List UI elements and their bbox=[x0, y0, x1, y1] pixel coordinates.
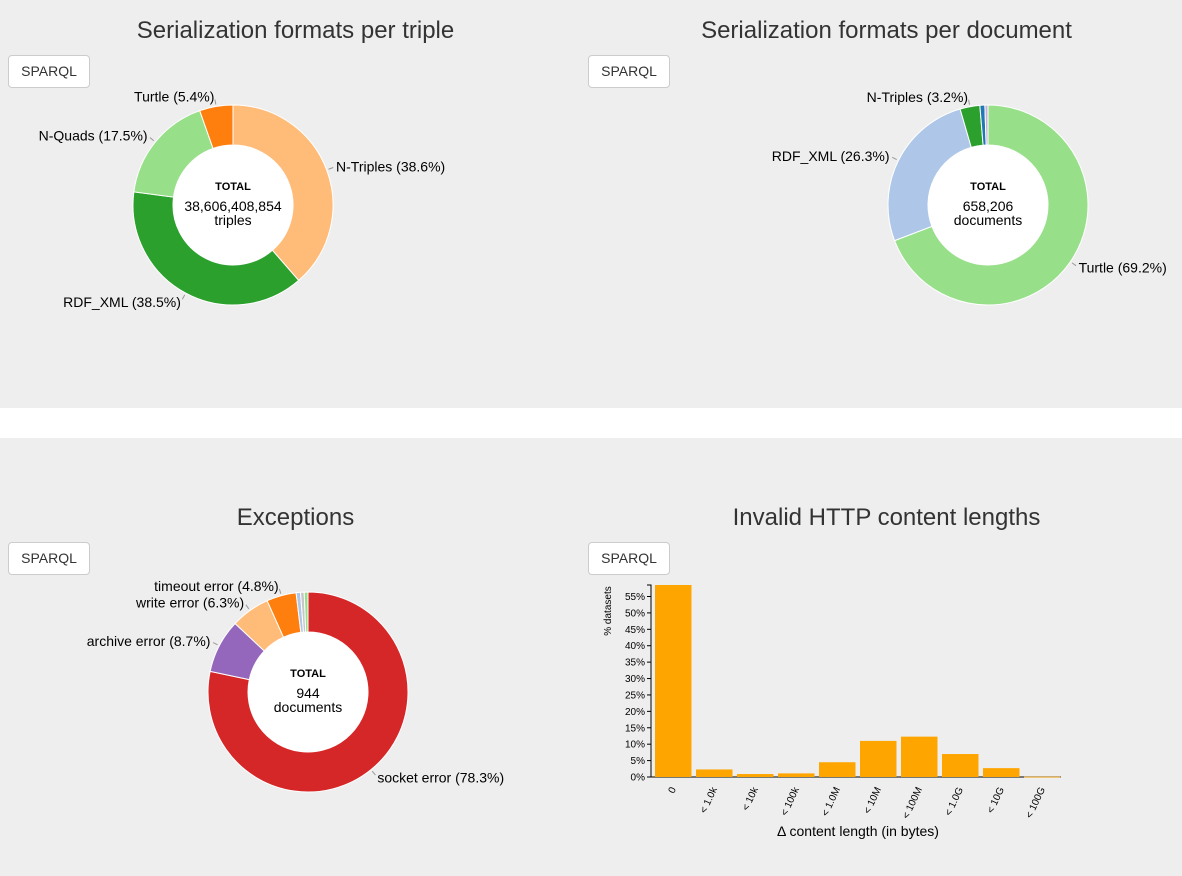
y-axis bbox=[647, 584, 652, 778]
bar[interactable] bbox=[737, 774, 774, 777]
y-tick-label: 25% bbox=[625, 690, 645, 701]
bar[interactable] bbox=[983, 768, 1020, 777]
donut-center bbox=[248, 632, 368, 752]
bar[interactable] bbox=[819, 762, 856, 777]
y-tick-label: 40% bbox=[625, 641, 645, 652]
panel-triples: Serialization formats per triple SPARQL … bbox=[0, 0, 591, 408]
sparql-button[interactable]: SPARQL bbox=[588, 55, 670, 88]
slice-label: N-Triples (38.6%) bbox=[336, 158, 445, 174]
donut-chart-triples: N-Triples (38.6%) RDF_XML (38.5%) N-Quads … bbox=[39, 89, 446, 310]
chart-title: Invalid HTTP content lengths bbox=[732, 504, 1041, 531]
bar[interactable] bbox=[901, 736, 938, 777]
donut-chart-documents: Turtle (69.2%) RDF_XML (26.3%) N-Triples (… bbox=[772, 89, 1167, 306]
chart-title: Exceptions bbox=[236, 504, 355, 531]
sparql-button[interactable]: SPARQL bbox=[8, 55, 90, 88]
x-tick-label: < 1.0G bbox=[943, 785, 966, 817]
center-total-label: TOTAL bbox=[290, 668, 326, 680]
slice-label: archive error (8.7%) bbox=[87, 633, 211, 649]
center-total-value: 38,606,408,854 bbox=[184, 198, 282, 214]
slice-leader-line bbox=[968, 99, 971, 105]
donut-chart-exceptions: socket error (78.3%) archive error (8.7%)… bbox=[87, 578, 504, 793]
x-tick-label: < 100k bbox=[779, 785, 802, 818]
x-axis-label: Δ content length (in bytes) bbox=[777, 823, 939, 839]
slice-leader-line bbox=[1071, 262, 1077, 267]
x-tick-label: < 1.0M bbox=[820, 786, 843, 819]
sparql-button[interactable]: SPARQL bbox=[8, 542, 90, 575]
donut-center bbox=[173, 145, 293, 265]
slice-leader-line bbox=[278, 588, 282, 594]
center-total-value: 944 bbox=[296, 685, 320, 701]
y-tick-label: 10% bbox=[625, 740, 645, 751]
slice-leader-line bbox=[181, 294, 186, 300]
slice-label: socket error (78.3%) bbox=[377, 769, 504, 785]
center-total-unit: documents bbox=[954, 212, 1022, 228]
y-tick-label: 55% bbox=[625, 592, 645, 603]
center-total-unit: triples bbox=[214, 212, 251, 228]
y-tick-label: 50% bbox=[625, 608, 645, 619]
x-tick-label: < 100G bbox=[1024, 785, 1048, 820]
chart-title: Serialization formats per triple bbox=[136, 17, 455, 44]
slice-leader-line bbox=[212, 642, 218, 646]
y-tick-label: 15% bbox=[625, 723, 645, 734]
x-tick-label: < 10M bbox=[862, 786, 884, 816]
slice-label: timeout error (4.8%) bbox=[154, 578, 278, 594]
center-total-unit: documents bbox=[274, 699, 342, 715]
panel-documents: Serialization formats per document SPARQ… bbox=[588, 0, 1182, 408]
x-tick-label: < 10k bbox=[741, 785, 762, 813]
slice-label: RDF_XML (26.3%) bbox=[772, 148, 890, 164]
slice-label: N-Triples (3.2%) bbox=[867, 89, 968, 105]
center-total-value: 658,206 bbox=[963, 198, 1014, 214]
slice-leader-line bbox=[214, 99, 217, 105]
y-tick-label: 35% bbox=[625, 658, 645, 669]
chart-title: Serialization formats per document bbox=[701, 17, 1072, 44]
slice-label: Turtle (69.2%) bbox=[1079, 259, 1167, 275]
x-tick-label: < 1.0k bbox=[698, 785, 720, 815]
bar-chart-content-lengths: 0% 5% 10% 15% 20% 25% 30% 35% 40% 45% 50% 55% % data… bbox=[603, 584, 1061, 839]
bar[interactable] bbox=[860, 740, 897, 777]
center-total-label: TOTAL bbox=[215, 181, 251, 193]
slice-label: N-Quads (17.5%) bbox=[39, 128, 148, 144]
slice-leader-line bbox=[371, 770, 376, 776]
slice-leader-line bbox=[328, 167, 334, 170]
center-total-label: TOTAL bbox=[970, 181, 1006, 193]
y-tick-label: 0% bbox=[631, 773, 646, 784]
y-tick-label: 5% bbox=[631, 756, 646, 767]
bar[interactable] bbox=[696, 769, 733, 777]
bar[interactable] bbox=[655, 585, 692, 777]
y-tick-label: 20% bbox=[625, 707, 645, 718]
x-tick-label: 0 bbox=[667, 785, 680, 795]
x-tick-label: < 10G bbox=[985, 785, 1007, 815]
bar[interactable] bbox=[1024, 776, 1061, 778]
y-tick-label: 45% bbox=[625, 625, 645, 636]
donut-center bbox=[928, 145, 1048, 265]
panel-content-lengths: Invalid HTTP content lengths SPARQL 0% 5%… bbox=[588, 438, 1182, 876]
y-tick-label: 30% bbox=[625, 674, 645, 685]
sparql-button[interactable]: SPARQL bbox=[588, 542, 670, 575]
slice-leader-line bbox=[245, 604, 250, 610]
slice-leader-line bbox=[891, 156, 897, 160]
bar[interactable] bbox=[778, 773, 815, 777]
slice-label: RDF_XML (38.5%) bbox=[63, 294, 181, 310]
bar[interactable] bbox=[942, 754, 979, 777]
bottom-band bbox=[0, 438, 1182, 876]
x-tick-label: < 100M bbox=[901, 786, 925, 821]
slice-label: write error (6.3%) bbox=[135, 594, 244, 610]
slice-leader-line bbox=[149, 137, 155, 142]
y-axis-label: % datasets bbox=[603, 586, 614, 635]
slice-label: Turtle (5.4%) bbox=[134, 89, 214, 105]
panel-exceptions: Exceptions SPARQL socket error (78.3%) ar… bbox=[0, 438, 591, 876]
